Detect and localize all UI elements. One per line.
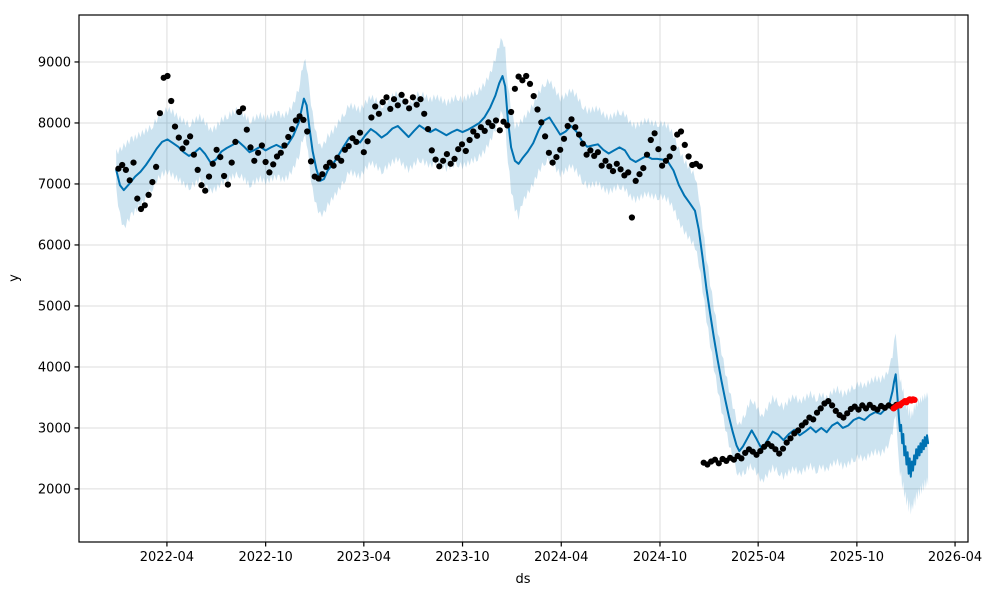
x-tick-label: 2024-10: [633, 550, 687, 565]
axes: 2022-04 2022-10 2023-04 2023-10 2024-04 2024-…: [38, 14, 982, 565]
y-tick-label: 3000: [38, 421, 71, 436]
x-tick-label: 2022-10: [238, 550, 292, 565]
y-tick-label: 5000: [38, 299, 71, 314]
y-tick-label: 7000: [38, 177, 71, 192]
y-tick-label: 2000: [38, 482, 71, 497]
actual-observation-points: [115, 72, 900, 468]
y-tick-label: 8000: [38, 116, 71, 131]
y-tick-label: 6000: [38, 238, 71, 253]
x-tick-label: 2023-10: [435, 550, 489, 565]
x-tick-label: 2025-04: [731, 550, 785, 565]
x-tick-label: 2025-10: [830, 550, 884, 565]
x-tick-label: 2022-04: [140, 550, 194, 565]
y-axis-label: y: [7, 274, 22, 282]
gridlines: [79, 15, 968, 542]
recent-observation-points: [890, 396, 918, 412]
y-tick-label: 4000: [38, 360, 71, 375]
x-tick-label: 2023-04: [337, 550, 391, 565]
x-tick-label: 2026-04: [928, 550, 982, 565]
x-tick-label: 2024-04: [534, 550, 588, 565]
x-axis-label: ds: [515, 572, 530, 587]
y-tick-label: 9000: [38, 55, 71, 70]
